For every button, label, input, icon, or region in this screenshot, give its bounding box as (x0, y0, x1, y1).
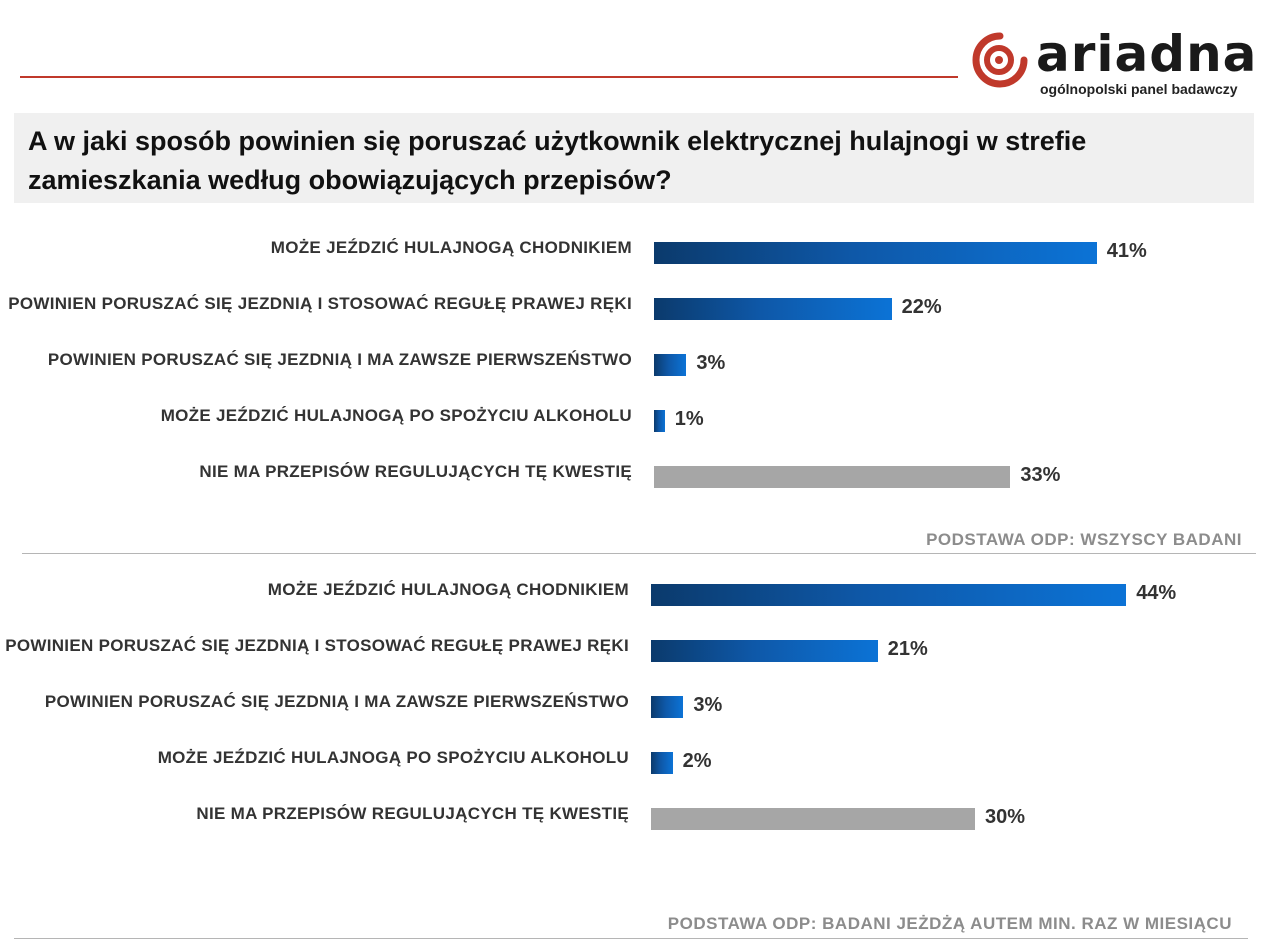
value-label: 3% (696, 352, 726, 374)
category-label-wrap: MOŻE JEŹDZIĆ HULAJNOGĄ PO SPOŻYCIU ALKOH… (0, 734, 629, 790)
category-label: MOŻE JEŹDZIĆ HULAJNOGĄ CHODNIKIEM (267, 580, 629, 599)
value-label: 41% (1106, 240, 1147, 262)
category-label-wrap: MOŻE JEŹDZIĆ HULAJNOGĄ PO SPOŻYCIU ALKOH… (0, 392, 632, 448)
chart-row: MOŻE JEŹDZIĆ HULAJNOGĄ CHODNIKIEM 44% (0, 566, 1264, 622)
bar-mark (651, 584, 1127, 606)
category-label: POWINIEN PORUSZAĆ SIĘ JEZDNIĄ I MA ZAWSZ… (44, 692, 629, 711)
bar-mark (654, 354, 687, 376)
chart-row: MOŻE JEŹDZIĆ HULAJNOGĄ CHODNIKIEM 41% (0, 224, 1264, 280)
category-label-wrap: POWINIEN PORUSZAĆ SIĘ JEZDNIĄ I MA ZAWSZ… (0, 678, 629, 734)
category-label-wrap: POWINIEN PORUSZAĆ SIĘ JEZDNIĄ I MA ZAWSZ… (0, 336, 632, 392)
value-label: 21% (887, 638, 928, 660)
bar-mark (651, 808, 975, 830)
chart-row: NIE MA PRZEPISÓW REGULUJĄCYCH TĘ KWESTIĘ… (0, 448, 1264, 504)
bar-mark (651, 696, 684, 718)
chart-row: MOŻE JEŹDZIĆ HULAJNOGĄ PO SPOŻYCIU ALKOH… (0, 392, 1264, 448)
chart-row: POWINIEN PORUSZAĆ SIĘ JEZDNIĄ I STOSOWAĆ… (0, 280, 1264, 336)
value-label: 2% (682, 750, 712, 772)
bar-mark (651, 752, 673, 774)
category-label: POWINIEN PORUSZAĆ SIĘ JEZDNIĄ I MA ZAWSZ… (47, 350, 632, 369)
chart-row: POWINIEN PORUSZAĆ SIĘ JEZDNIĄ I STOSOWAĆ… (0, 622, 1264, 678)
question-title: A w jaki sposób powinien się poruszać uż… (28, 126, 1087, 195)
category-label-wrap: NIE MA PRZEPISÓW REGULUJĄCYCH TĘ KWESTIĘ (0, 448, 632, 504)
value-label: 30% (985, 806, 1026, 828)
bar-mark (654, 410, 665, 432)
value-label: 22% (901, 296, 942, 318)
chart-row: MOŻE JEŹDZIĆ HULAJNOGĄ PO SPOŻYCIU ALKOH… (0, 734, 1264, 790)
question-box: A w jaki sposób powinien się poruszać uż… (14, 113, 1254, 203)
category-label: MOŻE JEŹDZIĆ HULAJNOGĄ PO SPOŻYCIU ALKOH… (160, 406, 632, 425)
bar-mark (654, 242, 1097, 264)
logo-tagline: ogólnopolski panel badawczy (1040, 81, 1238, 97)
category-label-wrap: MOŻE JEŹDZIĆ HULAJNOGĄ CHODNIKIEM (0, 224, 632, 280)
bottom-divider (14, 938, 1248, 939)
category-label-wrap: POWINIEN PORUSZAĆ SIĘ JEZDNIĄ I STOSOWAĆ… (0, 280, 632, 336)
base-note-drivers: PODSTAWA ODP: BADANI JEŻDŻĄ AUTEM MIN. R… (667, 914, 1232, 933)
value-label: 1% (674, 408, 704, 430)
category-label-wrap: POWINIEN PORUSZAĆ SIĘ JEZDNIĄ I STOSOWAĆ… (0, 622, 629, 678)
base-note-all-respondents: PODSTAWA ODP: WSZYSCY BADANI (926, 530, 1242, 549)
ariadna-logo: ariadna ogólnopolski panel badawczy (968, 25, 1258, 100)
category-label: NIE MA PRZEPISÓW REGULUJĄCYCH TĘ KWESTIĘ (196, 804, 629, 823)
value-label: 3% (693, 694, 723, 716)
category-label-wrap: NIE MA PRZEPISÓW REGULUJĄCYCH TĘ KWESTIĘ (0, 790, 629, 846)
logo-wordmark: ariadna (1036, 25, 1258, 83)
value-label: 33% (1020, 464, 1061, 486)
value-label: 44% (1136, 582, 1177, 604)
category-label: POWINIEN PORUSZAĆ SIĘ JEZDNIĄ I STOSOWAĆ… (5, 636, 629, 655)
header-rule (20, 76, 958, 78)
category-label-wrap: MOŻE JEŹDZIĆ HULAJNOGĄ CHODNIKIEM (0, 566, 629, 622)
bar-mark (651, 640, 878, 662)
category-label: MOŻE JEŹDZIĆ HULAJNOGĄ PO SPOŻYCIU ALKOH… (157, 748, 629, 767)
logo-spiral-icon (972, 32, 1028, 88)
bar-mark (654, 466, 1011, 488)
chart-row: POWINIEN PORUSZAĆ SIĘ JEZDNIĄ I MA ZAWSZ… (0, 336, 1264, 392)
chart-row: POWINIEN PORUSZAĆ SIĘ JEZDNIĄ I MA ZAWSZ… (0, 678, 1264, 734)
category-label: POWINIEN PORUSZAĆ SIĘ JEZDNIĄ I STOSOWAĆ… (8, 294, 632, 313)
category-label: MOŻE JEŹDZIĆ HULAJNOGĄ CHODNIKIEM (270, 238, 632, 257)
bar-mark (654, 298, 892, 320)
section-divider (22, 553, 1256, 554)
category-label: NIE MA PRZEPISÓW REGULUJĄCYCH TĘ KWESTIĘ (199, 462, 632, 481)
chart-row: NIE MA PRZEPISÓW REGULUJĄCYCH TĘ KWESTIĘ… (0, 790, 1264, 846)
